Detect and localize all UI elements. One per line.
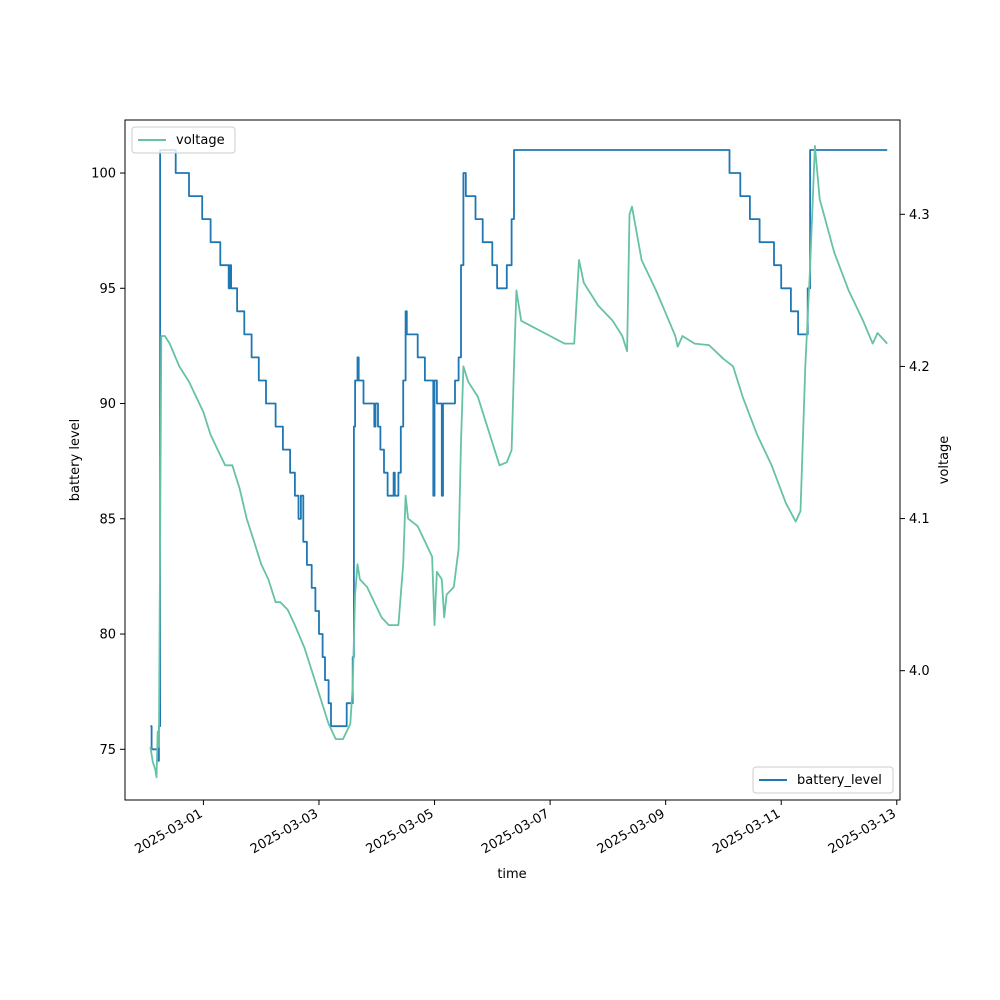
y-right-tick-label: 4.1 — [909, 512, 930, 527]
y-left-tick-label: 80 — [99, 628, 116, 643]
y-right-tick-label: 4.0 — [909, 664, 930, 679]
series-line-battery-level — [150, 149, 888, 762]
y-left-tick-label: 90 — [99, 397, 116, 412]
y-axis-right: 4.0 4.1 4.2 4.3 — [900, 208, 930, 679]
legend-battery-level: battery_level — [752, 766, 894, 794]
plot-frame — [124, 119, 901, 801]
y-left-tick-label: 95 — [99, 282, 116, 297]
legend-voltage-label: voltage — [176, 133, 225, 148]
legend-voltage: voltage — [131, 126, 236, 154]
y-axis-right-title: voltage — [937, 436, 952, 485]
y-axis-left-title: battery level — [68, 419, 83, 502]
series-line-voltage — [149, 145, 888, 779]
series-layer — [149, 145, 888, 779]
y-left-tick-label: 75 — [99, 743, 116, 758]
y-left-tick-label: 100 — [91, 167, 116, 182]
y-right-tick-label: 4.2 — [909, 360, 930, 375]
y-left-tick-label: 85 — [99, 512, 116, 527]
y-right-tick-label: 4.3 — [909, 208, 930, 223]
legend-battery-level-label: battery_level — [797, 773, 882, 788]
legend-voltage-box — [131, 126, 236, 154]
y-axis-left: 75 80 85 90 95 100 — [91, 167, 125, 758]
x-axis-title: time — [497, 867, 526, 882]
legend-battery-level-box — [752, 766, 894, 794]
